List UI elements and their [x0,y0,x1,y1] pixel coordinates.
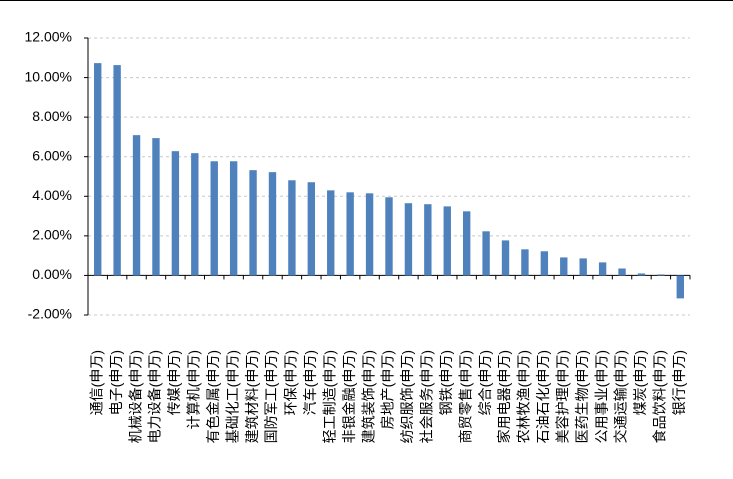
bar [268,172,277,276]
bar [385,197,393,276]
x-tick-label: 电子(申万) [108,350,124,415]
bar [657,274,665,276]
bar [598,262,607,276]
bar [676,275,684,299]
bar [560,257,568,276]
x-tick-label: 农林牧渔(申万) [516,350,532,443]
x-tick-label: 家用电器(申万) [496,350,512,443]
x-tick-label: 交通运输(申万) [613,350,629,443]
y-tick-label: 0.00% [32,266,72,282]
bar [404,203,413,276]
x-tick-label: 社会服务(申万) [419,350,435,443]
bar [637,273,646,276]
y-tick-label: 2.00% [32,227,72,243]
bar [191,153,199,276]
y-tick-label: -2.00% [28,306,72,322]
bar [346,192,354,276]
x-tick-label: 石油石化(申万) [535,350,551,443]
x-tick-label: 建筑材料(申万) [244,350,260,443]
x-tick-label: 医药生物(申万) [574,350,590,443]
x-tick-label: 美容护理(申万) [554,350,570,443]
x-tick-label: 综合(申万) [477,350,493,415]
y-tick-label: 6.00% [32,147,72,163]
bar [540,251,549,276]
bar [365,193,374,276]
x-tick-label: 传媒(申万) [166,350,182,415]
bar [113,65,121,276]
bar [618,268,626,276]
y-tick-label: 12.00% [25,29,72,45]
bar [424,204,432,276]
bar [327,190,335,276]
x-tick-label: 房地产(申万) [380,350,396,429]
x-tick-label: 商贸零售(申万) [457,350,473,443]
x-tick-label: 建筑装饰(申万) [360,350,376,443]
y-tick-label: 8.00% [32,108,72,124]
x-tick-label: 轻工制造(申万) [321,350,337,443]
x-tick-label: 银行(申万) [671,350,687,415]
bar [152,138,160,276]
x-tick-label: 计算机(申万) [186,350,202,429]
bar [229,161,238,276]
bar [443,206,451,276]
x-tick-label: 食品饮料(申万) [652,350,668,443]
bar [132,135,141,276]
bar [521,249,529,276]
x-tick-label: 基础化工(申万) [224,350,240,443]
bar [462,211,471,276]
y-tick-label: 4.00% [32,187,72,203]
bar [210,161,218,276]
bar [501,240,510,276]
bar [171,151,180,276]
x-tick-label: 钢铁(申万) [438,350,454,415]
x-tick-label: 通信(申万) [88,350,104,415]
x-tick-label: 国防军工(申万) [263,350,279,443]
x-tick-label: 纺织服饰(申万) [399,350,415,443]
bar [307,182,316,276]
bar [94,63,102,276]
x-tick-label: 机械设备(申万) [127,350,143,443]
bar [482,231,490,276]
y-tick-label: 10.00% [25,68,72,84]
x-tick-label: 电力设备(申万) [147,350,163,443]
bar [249,170,257,276]
bar [579,258,587,276]
x-tick-label: 煤炭(申万) [632,350,648,415]
x-tick-label: 有色金属(申万) [205,350,221,443]
x-tick-label: 汽车(申万) [302,350,318,415]
x-tick-label: 公用事业(申万) [593,350,609,443]
x-tick-label: 环保(申万) [283,350,299,415]
x-tick-label: 非银金融(申万) [341,350,357,443]
bar [288,180,296,276]
